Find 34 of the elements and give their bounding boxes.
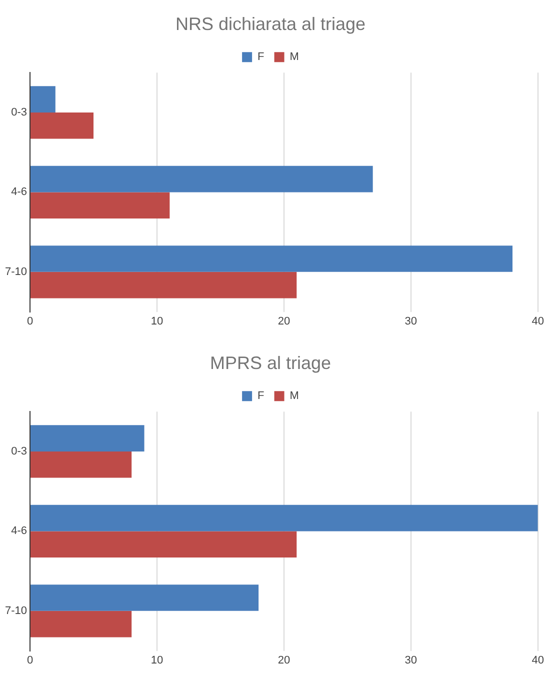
bar [30, 425, 144, 452]
bar [30, 112, 94, 139]
y-tick-label: 7-10 [4, 266, 28, 278]
x-tick-label: 40 [532, 654, 544, 666]
legend-label: F [258, 51, 265, 64]
bar [30, 610, 132, 638]
x-tick-label: 40 [532, 315, 544, 328]
x-tick-label: 0 [26, 654, 34, 666]
bar [30, 166, 373, 192]
y-tick-label: 4-6 [11, 525, 28, 538]
bar [30, 451, 132, 478]
legend-label: F [258, 390, 265, 402]
bar [30, 246, 512, 272]
chart-title: NRS dichiarata al triage [175, 14, 366, 34]
bar [30, 531, 297, 558]
x-tick-label: 10 [150, 654, 164, 666]
bar [30, 192, 170, 219]
x-tick-label: 30 [404, 315, 418, 328]
x-tick-label: 20 [278, 315, 290, 328]
bar [30, 504, 538, 532]
x-tick-label: 0 [26, 315, 34, 328]
bar [30, 272, 297, 298]
legend-label: M [290, 51, 299, 64]
legend-label: M [290, 390, 299, 402]
y-tick-label: 0-3 [11, 106, 28, 118]
y-tick-label: 0-3 [11, 446, 28, 458]
bar [30, 584, 259, 611]
chart-title: MPRS al triage [210, 352, 332, 373]
x-tick-label: 10 [150, 315, 164, 328]
bar [30, 86, 56, 112]
y-tick-label: 4-6 [11, 186, 28, 198]
y-tick-label: 7-10 [4, 604, 28, 617]
x-tick-label: 20 [278, 654, 290, 666]
x-tick-label: 30 [404, 654, 418, 666]
